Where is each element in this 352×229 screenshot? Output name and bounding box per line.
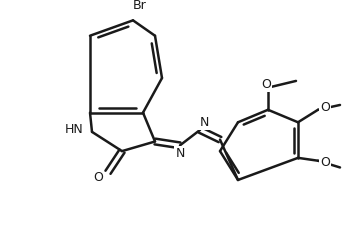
Text: O: O — [93, 171, 103, 184]
Text: Br: Br — [133, 0, 147, 12]
Text: O: O — [320, 101, 330, 114]
Text: N: N — [175, 147, 185, 160]
Text: N: N — [199, 116, 209, 129]
Text: HN: HN — [65, 123, 84, 136]
Text: O: O — [261, 78, 271, 91]
Text: O: O — [320, 156, 330, 169]
